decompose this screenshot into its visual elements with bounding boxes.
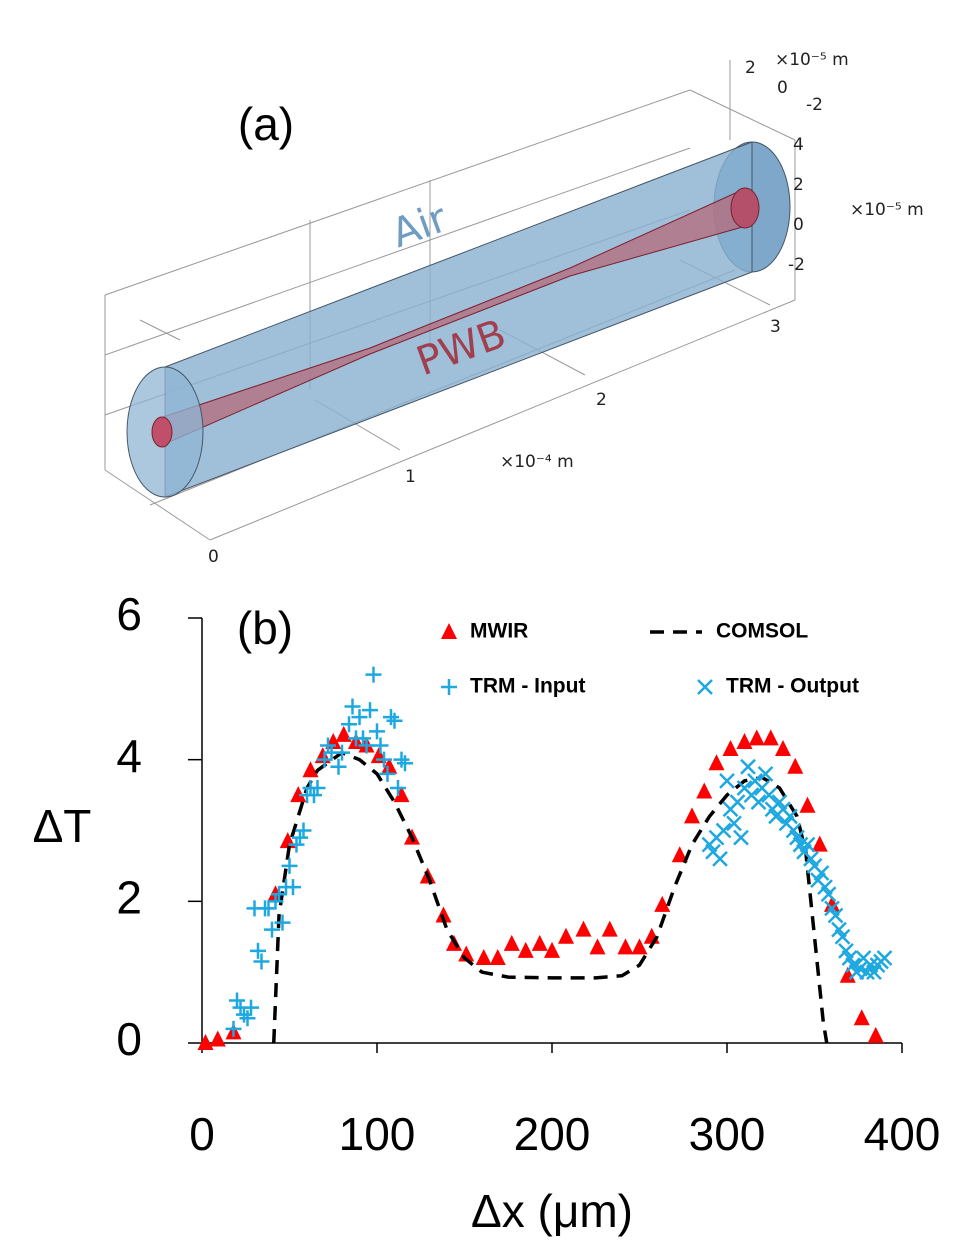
triangle-marker	[476, 949, 492, 965]
triangle-marker	[749, 729, 765, 745]
plus-marker	[240, 1010, 256, 1026]
triangle-marker	[854, 1009, 870, 1025]
triangle-marker	[532, 935, 548, 951]
triangle-marker	[709, 754, 725, 770]
y-tick-label: 2	[116, 871, 142, 923]
legend-label: COMSOL	[716, 620, 808, 643]
x-tick-label: 1	[405, 467, 416, 487]
plus-marker	[317, 752, 333, 768]
cross-marker	[741, 760, 755, 774]
plus-marker	[345, 699, 361, 715]
y-tick-label: 4	[116, 730, 142, 782]
x-axis-label: Δx (μm)	[471, 1185, 633, 1237]
triangle-marker	[590, 938, 606, 954]
triangle-marker	[602, 921, 618, 937]
y-tick-label: -2	[806, 95, 823, 115]
y-tick-label: 0	[777, 78, 788, 98]
panel-a: (a) Air PWB 0 1 2 3 ×10⁻⁴ m 2 0 -2 ×10⁻⁵…	[105, 50, 924, 567]
z-tick-label: 2	[793, 175, 804, 195]
plus-marker	[229, 993, 245, 1009]
plus-marker	[352, 709, 368, 725]
pwb-front	[152, 417, 172, 447]
y-tick-label: 6	[116, 588, 142, 640]
triangle-marker	[868, 1027, 884, 1043]
panel-b: (b) ΔT Δx (μm) 0 2 4 6 0 100 200 300 400 MWIR COMS…	[33, 588, 941, 1237]
cross-marker	[720, 774, 734, 788]
triangle-marker	[210, 1030, 226, 1046]
plus-marker	[275, 915, 291, 931]
plus-marker	[331, 759, 347, 775]
y-unit: ×10⁻⁵ m	[775, 50, 849, 70]
plus-marker	[306, 787, 322, 803]
legend-label: MWIR	[470, 620, 528, 643]
triangle-marker	[198, 1034, 214, 1050]
legend-marker	[441, 679, 457, 695]
z-unit: ×10⁻⁵ m	[850, 200, 924, 220]
plus-marker	[296, 823, 312, 839]
triangle-marker	[723, 740, 739, 756]
cross-marker	[734, 831, 748, 845]
plus-marker	[285, 879, 301, 895]
plus-marker	[236, 1007, 252, 1023]
plus-marker	[373, 738, 389, 754]
cross-marker	[878, 951, 892, 965]
triangle-marker	[696, 783, 712, 799]
cross-marker	[713, 852, 727, 866]
x-tick-label: 300	[689, 1108, 766, 1160]
x-tick-label: 400	[864, 1108, 941, 1160]
y-tick-label: 0	[116, 1013, 142, 1065]
triangle-marker	[504, 935, 520, 951]
plus-marker	[369, 723, 385, 739]
triangle-marker	[632, 938, 648, 954]
figure: (a) Air PWB 0 1 2 3 ×10⁻⁴ m 2 0 -2 ×10⁻⁵…	[0, 0, 960, 1260]
triangle-marker	[644, 928, 660, 944]
plus-marker	[397, 755, 413, 771]
triangle-marker	[490, 949, 506, 965]
plus-marker	[366, 667, 382, 683]
plus-marker	[362, 702, 378, 718]
triangle-marker	[518, 942, 534, 958]
legend-marker	[698, 680, 712, 694]
plus-marker	[394, 752, 410, 768]
triangle-marker	[763, 729, 779, 745]
panel-label: (a)	[238, 98, 294, 150]
legend-label: TRM - Input	[470, 675, 585, 698]
x-tick-label: 0	[208, 547, 219, 567]
plus-marker	[383, 709, 399, 725]
z-tick-label: 4	[793, 135, 804, 155]
pwb-cone	[160, 190, 746, 446]
pwb-end	[731, 188, 759, 228]
plus-marker	[254, 954, 270, 970]
plus-marker	[261, 900, 277, 916]
z-tick-label: 0	[793, 215, 804, 235]
y-tick-label: 2	[745, 58, 756, 78]
x-tick-label: 200	[514, 1108, 591, 1160]
triangle-marker	[558, 928, 574, 944]
plus-marker	[226, 1021, 242, 1037]
plus-marker	[243, 1000, 259, 1016]
plus-marker	[387, 713, 403, 729]
chart-annotation: (b)	[237, 602, 293, 654]
triangle-marker	[800, 797, 816, 813]
air-label: Air	[386, 195, 454, 257]
plus-marker	[250, 943, 266, 959]
y-axis-label: ΔT	[33, 800, 92, 852]
legend-marker	[441, 623, 457, 639]
x-tick-label: 100	[339, 1108, 416, 1160]
triangle-marker	[576, 921, 592, 937]
triangle-marker	[787, 758, 803, 774]
legend-label: TRM - Output	[726, 675, 859, 698]
x-unit: ×10⁻⁴ m	[500, 452, 574, 472]
triangle-marker	[737, 733, 753, 749]
x-tick-label: 3	[770, 317, 781, 337]
cross-marker	[731, 795, 745, 809]
z-tick-label: -2	[788, 255, 805, 275]
x-tick-label: 2	[596, 390, 607, 410]
triangle-marker	[775, 740, 791, 756]
x-tick-label: 0	[189, 1108, 215, 1160]
triangle-marker	[684, 807, 700, 823]
triangle-marker	[618, 938, 634, 954]
